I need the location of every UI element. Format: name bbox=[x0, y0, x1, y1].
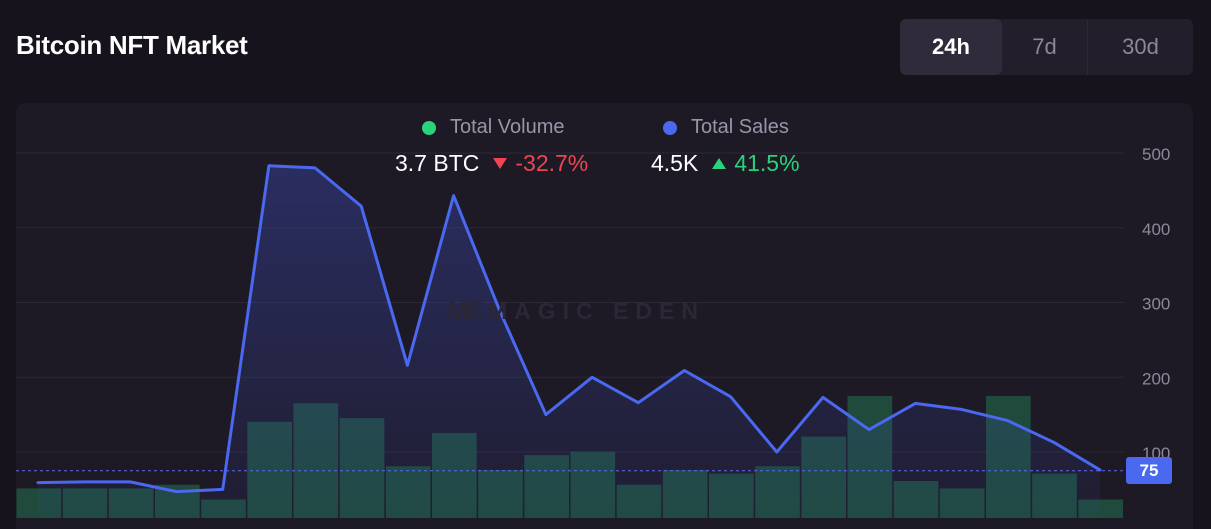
sales-area bbox=[38, 165, 1100, 518]
legend-volume-label: Total Volume bbox=[450, 116, 565, 138]
current-value-badge: 75 bbox=[1126, 457, 1172, 484]
volume-dot-icon bbox=[422, 120, 436, 135]
legend-sales[interactable]: Total Sales bbox=[663, 116, 789, 139]
y-tick-label: 400 bbox=[1142, 220, 1170, 239]
sales-line[interactable] bbox=[36, 164, 1102, 494]
tab-30d[interactable]: 30d bbox=[1122, 34, 1159, 59]
sales-stat: 4.5K 41.5% bbox=[651, 150, 800, 177]
legend-sales-label: Total Sales bbox=[691, 116, 789, 138]
volume-change: -32.7% bbox=[515, 150, 589, 176]
sales-change: 41.5% bbox=[734, 150, 800, 176]
page-title: Bitcoin NFT Market bbox=[16, 30, 248, 60]
volume-stat: 3.7 BTC -32.7% bbox=[395, 150, 588, 177]
legend-volume[interactable]: Total Volume bbox=[422, 116, 565, 139]
time-range-selector: 24h 7d 30d bbox=[900, 19, 1193, 75]
y-tick-label: 500 bbox=[1142, 145, 1170, 164]
y-tick-label: 300 bbox=[1142, 295, 1170, 314]
magic-eden-watermark: ME MAGIC EDEN bbox=[447, 296, 705, 327]
watermark-text: MAGIC EDEN bbox=[488, 298, 705, 324]
arrow-up-icon bbox=[712, 158, 727, 169]
tab-24h[interactable]: 24h bbox=[900, 19, 1002, 75]
volume-value: 3.7 BTC bbox=[395, 150, 480, 176]
magic-eden-logo-icon: ME bbox=[447, 296, 484, 326]
sales-value: 4.5K bbox=[651, 150, 699, 176]
tab-7d[interactable]: 7d bbox=[1002, 19, 1088, 75]
arrow-down-icon bbox=[493, 158, 508, 169]
y-tick-label: 200 bbox=[1142, 369, 1170, 388]
sales-dot-icon bbox=[663, 120, 677, 135]
